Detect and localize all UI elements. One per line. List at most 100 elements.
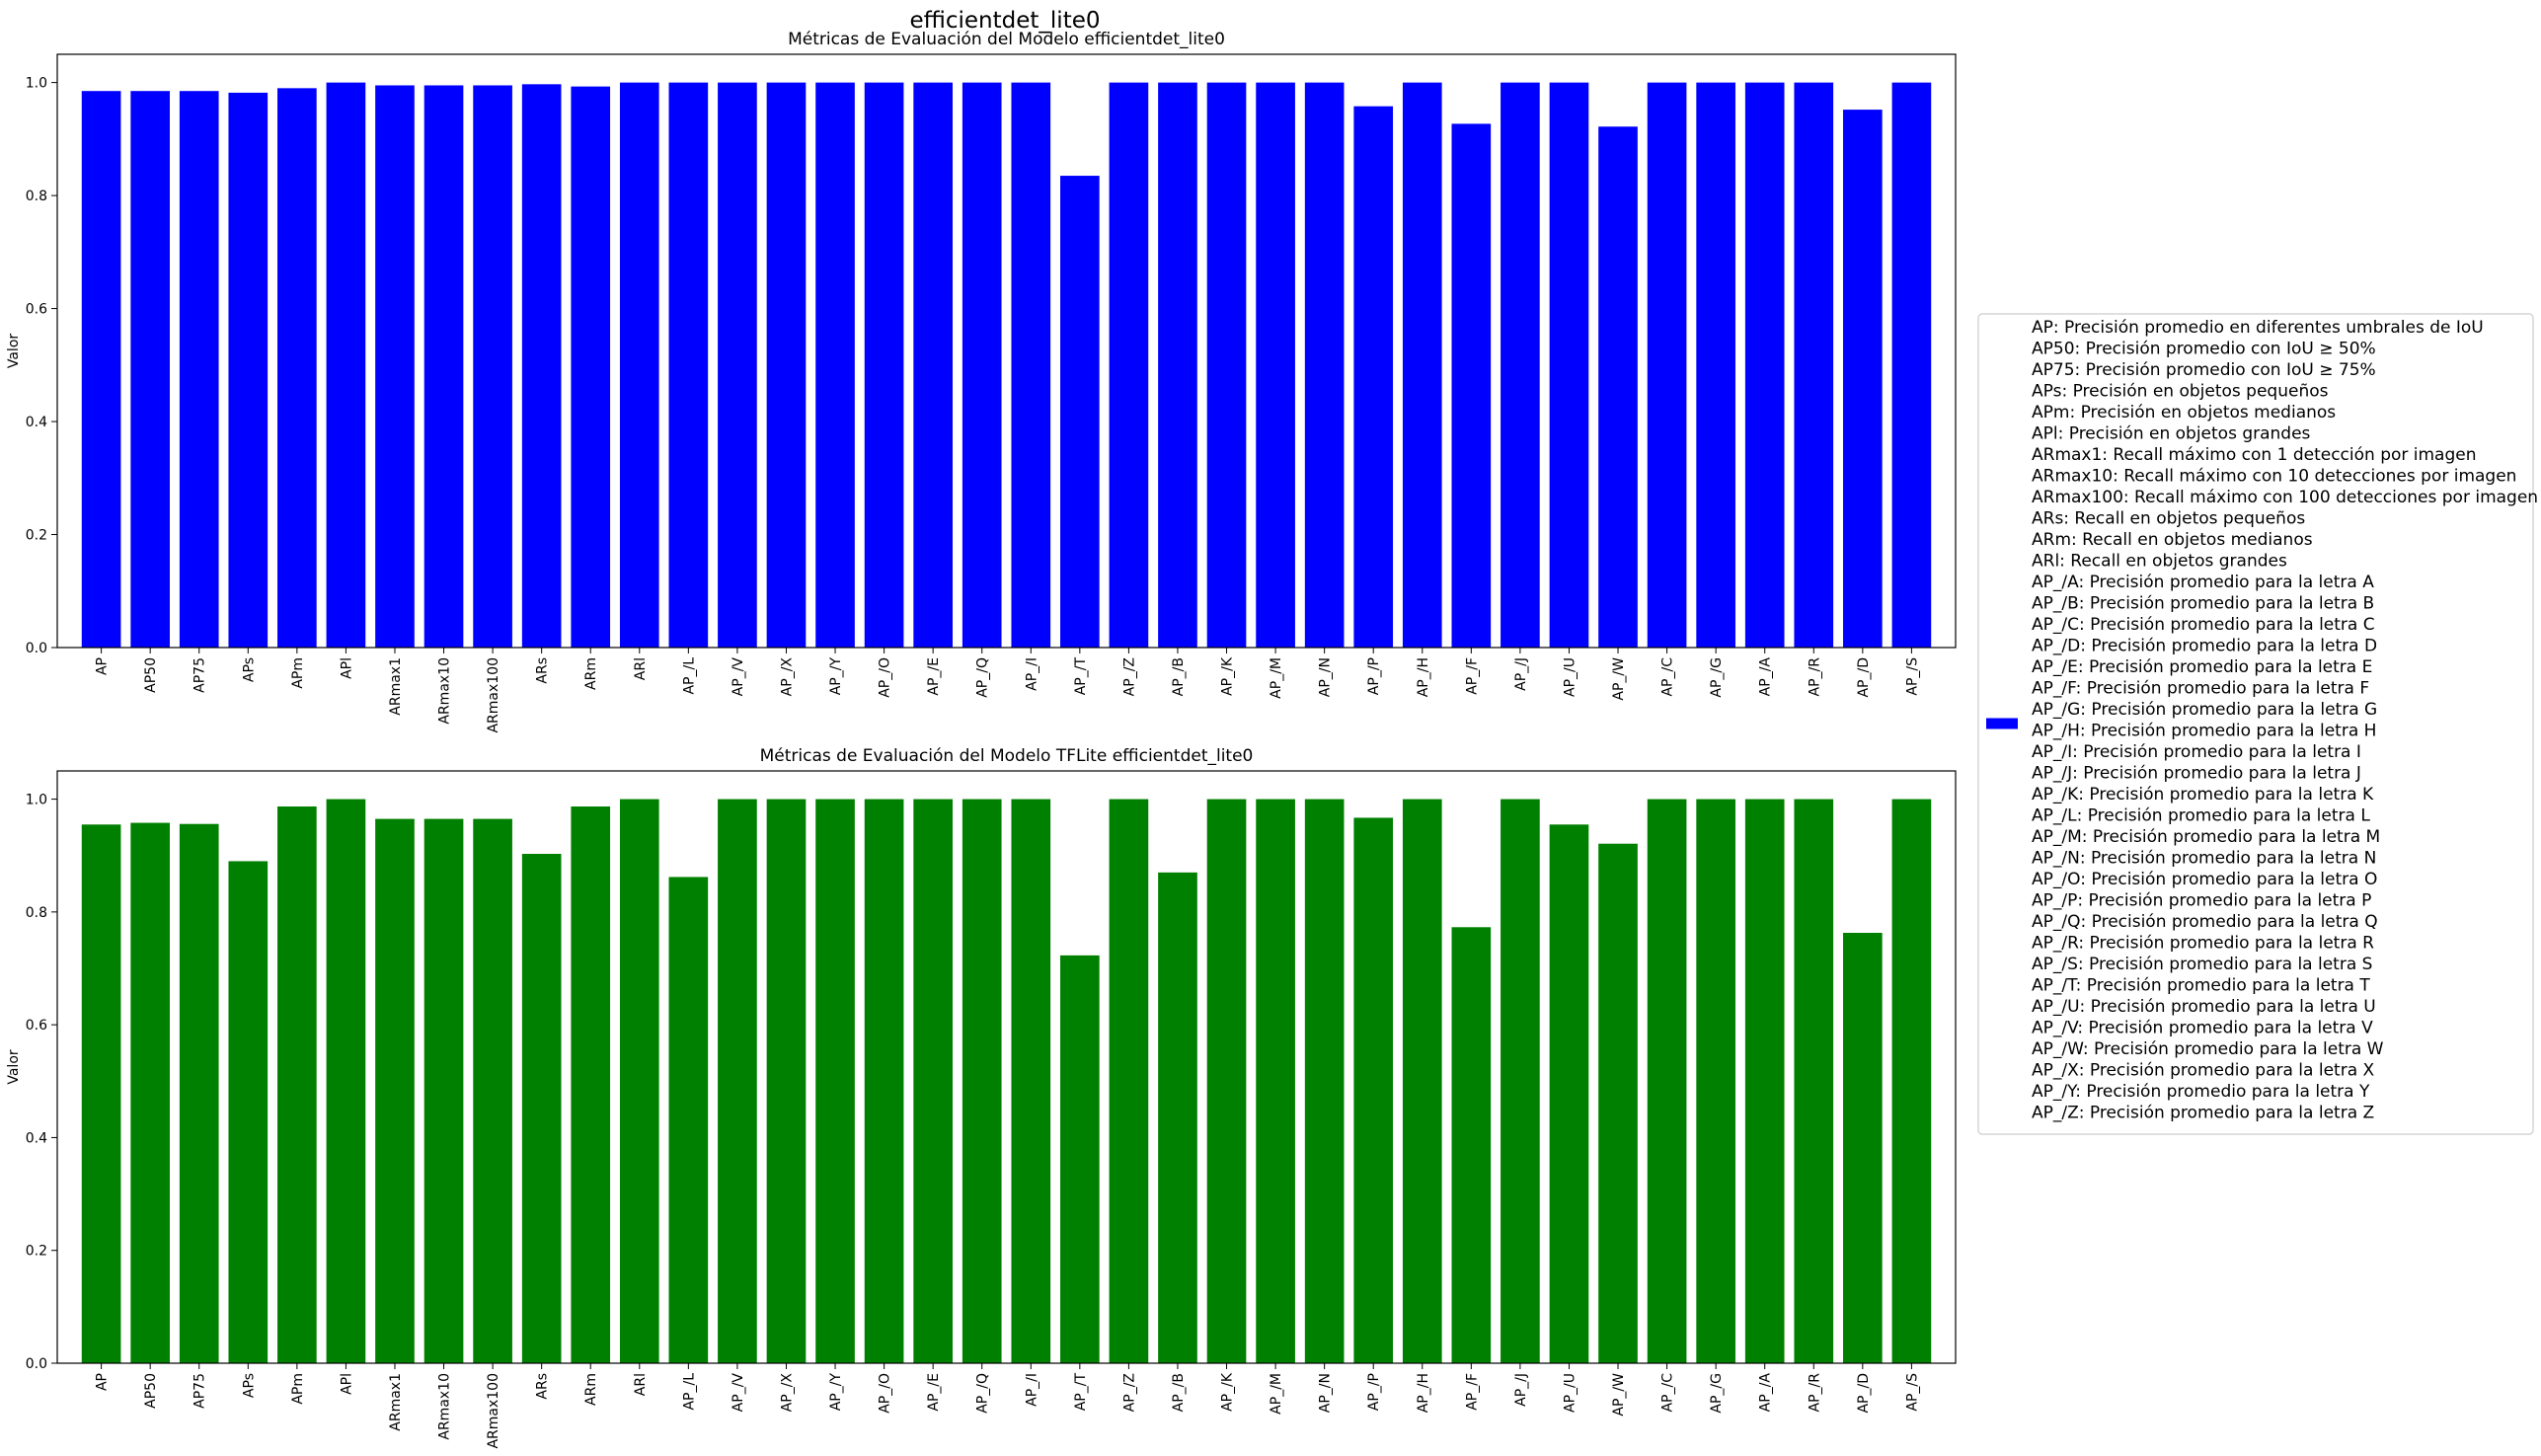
x-tick-label: AP_/L	[681, 657, 697, 695]
legend-entry: AP_/U: Precisión promedio para la letra …	[2032, 997, 2376, 1017]
x-tick-label: AP	[95, 657, 111, 675]
legend-entry: AP_/F: Precisión promedio para la letra …	[2032, 679, 2369, 699]
y-tick-label: 0.0	[26, 1356, 47, 1372]
legend-entry: AP_/B: Precisión promedio para la letra …	[2032, 594, 2374, 614]
x-tick-label: APl	[339, 657, 354, 679]
bar-ARmax100	[473, 85, 512, 649]
y-tick-label: 0.2	[26, 1244, 47, 1260]
x-tick-label: AP_/W	[1611, 657, 1627, 701]
legend-entry: AP_/J: Precisión promedio para la letra …	[2032, 764, 2361, 784]
x-tick-label: AP_/Y	[828, 657, 844, 696]
x-tick-label: AP_/P	[1366, 1373, 1382, 1411]
x-tick-label: ARs	[535, 657, 551, 684]
bar-ARmax1	[375, 818, 415, 1363]
bar-AP_/P	[1353, 106, 1394, 648]
x-tick-label: ARs	[535, 1373, 551, 1400]
x-tick-label: AP_/L	[681, 1373, 697, 1411]
y-tick-label: 0.2	[26, 528, 47, 544]
chart-title: Métricas de Evaluación del Modelo TFLite…	[760, 746, 1254, 766]
bar-AP_/C	[1647, 82, 1687, 649]
y-tick-label: 0.0	[26, 641, 47, 656]
bar-ARmax10	[424, 85, 464, 649]
bar-AP_/Y	[815, 82, 855, 649]
bar-AP_/I	[1011, 799, 1051, 1363]
x-tick-label: ARmax100	[486, 657, 501, 733]
x-tick-label: AP50	[143, 1373, 159, 1409]
bar-AP_/A	[1744, 82, 1785, 649]
y-tick-label: 0.8	[26, 905, 47, 921]
bar-ARmax1	[375, 85, 415, 649]
bar-AP_/J	[1501, 82, 1540, 649]
y-tick-label: 0.4	[26, 1130, 47, 1146]
x-tick-label: ARm	[583, 1373, 599, 1406]
x-tick-label: ARmax10	[437, 1373, 453, 1440]
x-tick-label: AP_/J	[1513, 657, 1529, 691]
bottom-chart: Métricas de Evaluación del Modelo TFLite…	[6, 746, 1957, 1449]
legend-entry: AP_/O: Precisión promedio para la letra …	[2032, 870, 2377, 889]
x-tick-label: AP_/I	[1024, 1373, 1040, 1407]
x-tick-label: AP75	[192, 1373, 208, 1409]
legend-entry: AP_/Z: Precisión promedio para la letra …	[2032, 1104, 2374, 1123]
bar-AP50	[130, 822, 170, 1363]
bar-AP_/W	[1598, 126, 1638, 648]
bar-AP_/R	[1794, 82, 1834, 649]
bar-AP_/U	[1549, 82, 1589, 649]
legend-entry: AP_/P: Precisión promedio para la letra …	[2032, 891, 2371, 911]
bar-AP_/C	[1647, 799, 1687, 1363]
x-tick-label: AP_/D	[1856, 657, 1872, 698]
x-tick-label: AP_/I	[1024, 657, 1040, 691]
x-tick-label: AP_/W	[1611, 1373, 1627, 1417]
y-tick-label: 0.8	[26, 189, 47, 204]
bar-AP_/S	[1891, 799, 1932, 1363]
bar-AP_/O	[864, 799, 904, 1363]
bar-AP_/X	[766, 82, 807, 649]
bar-AP_/I	[1011, 82, 1051, 649]
x-tick-label: ARm	[583, 657, 599, 690]
x-tick-label: APs	[241, 1373, 257, 1398]
bar-ARl	[619, 799, 659, 1363]
bar-AP_/K	[1206, 82, 1247, 649]
bar-AP_/U	[1549, 824, 1589, 1363]
x-tick-label: AP_/D	[1856, 1373, 1872, 1414]
bar-AP_/F	[1451, 123, 1492, 648]
bar-AP_/F	[1451, 927, 1492, 1363]
x-tick-label: AP_/A	[1758, 657, 1774, 697]
x-tick-label: ARmax10	[437, 657, 453, 725]
x-tick-label: AP_/R	[1807, 657, 1822, 697]
legend-swatch	[1986, 718, 2018, 729]
bar-AP75	[179, 91, 219, 648]
x-tick-label: AP_/H	[1416, 657, 1431, 697]
bar-AP_/M	[1256, 82, 1295, 649]
legend-entry: ARmax10: Recall máximo con 10 deteccione…	[2032, 467, 2516, 487]
x-tick-label: AP_/K	[1220, 1372, 1236, 1412]
x-tick-label: AP_/Z	[1121, 1373, 1137, 1412]
legend-entry: AP_/S: Precisión promedio para la letra …	[2032, 955, 2372, 974]
y-tick-label: 0.4	[26, 415, 47, 430]
bar-AP_/G	[1696, 799, 1735, 1363]
plot-frame	[56, 770, 1957, 1364]
bar-AP	[81, 91, 121, 648]
x-tick-label: AP_/M	[1269, 1373, 1284, 1415]
bar-APm	[277, 88, 317, 649]
x-tick-label: AP_/T	[1073, 657, 1089, 696]
x-tick-label: AP_/V	[731, 657, 746, 697]
bar-APs	[228, 92, 269, 649]
x-tick-label: ARmax1	[388, 1373, 404, 1431]
x-tick-label: AP_/B	[1171, 1373, 1187, 1412]
legend-entry: APs: Precisión en objetos pequeños	[2032, 382, 2329, 402]
legend-entry: ARm: Recall en objetos medianos	[2032, 530, 2313, 550]
bar-AP_/B	[1158, 872, 1197, 1363]
bar-AP_/L	[668, 877, 709, 1363]
x-tick-label: AP_/G	[1709, 1373, 1725, 1414]
bar-ARs	[521, 854, 562, 1363]
bar-AP_/K	[1206, 799, 1247, 1363]
y-axis-label: Valor	[6, 334, 22, 369]
bar-ARm	[571, 806, 611, 1363]
x-tick-label: AP_/X	[779, 657, 795, 697]
plot-area	[57, 771, 1956, 1363]
plot-frame	[56, 53, 1957, 649]
x-tick-label: AP_/Y	[828, 1373, 844, 1412]
legend-entry: ARmax100: Recall máximo con 100 deteccio…	[2032, 488, 2538, 507]
bar-AP_/E	[913, 82, 953, 649]
